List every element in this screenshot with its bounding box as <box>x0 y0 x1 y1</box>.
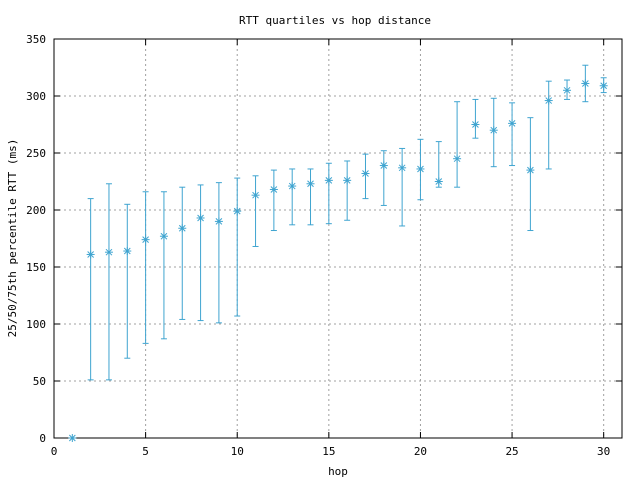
median-marker <box>361 169 370 178</box>
hop-20-errorbar-point <box>416 138 425 201</box>
hop-23-errorbar-point <box>471 98 480 139</box>
hop-1-errorbar-point <box>68 434 77 442</box>
hop-5-errorbar-point <box>141 191 150 344</box>
hop-12-errorbar-point <box>269 169 278 232</box>
chart-title: RTT quartiles vs hop distance <box>239 14 431 27</box>
y-tick-label: 250 <box>26 147 46 160</box>
hop-19-errorbar-point <box>398 147 407 227</box>
median-marker <box>269 185 278 194</box>
hop-17-errorbar-point <box>361 153 370 200</box>
median-marker <box>104 248 113 257</box>
median-marker <box>288 182 297 191</box>
x-tick-label: 0 <box>51 445 58 458</box>
y-axis-label: 25/50/75th percentile RTT (ms) <box>6 139 19 338</box>
median-marker <box>434 177 443 186</box>
hop-15-errorbar-point <box>324 162 333 225</box>
median-marker <box>233 207 242 216</box>
median-marker <box>526 166 535 175</box>
x-tick-label: 15 <box>322 445 335 458</box>
y-tick-label: 350 <box>26 33 46 46</box>
median-marker <box>324 176 333 185</box>
x-axis-label: hop <box>328 465 348 478</box>
axis-ticks: 0 50 100 150 200 250 300 350 0 5 10 15 20 25 30 <box>26 33 622 458</box>
hop-7-errorbar-point <box>178 186 187 320</box>
y-tick-label: 0 <box>39 432 46 445</box>
median-marker <box>563 86 572 95</box>
hop-30-errorbar-point <box>599 77 608 94</box>
median-marker <box>343 176 352 185</box>
median-marker <box>544 96 553 105</box>
hop-24-errorbar-point <box>489 97 498 168</box>
median-marker <box>214 217 223 226</box>
hop-11-errorbar-point <box>251 175 260 247</box>
hop-4-errorbar-point <box>123 203 132 359</box>
hop-29-errorbar-point <box>581 64 590 103</box>
hop-6-errorbar-point <box>159 191 168 340</box>
data-series <box>68 64 608 442</box>
hop-26-errorbar-point <box>526 117 535 232</box>
median-marker <box>416 164 425 173</box>
hop-22-errorbar-point <box>453 101 462 188</box>
x-tick-label: 20 <box>414 445 427 458</box>
y-tick-label: 150 <box>26 261 46 274</box>
hop-27-errorbar-point <box>544 80 553 170</box>
hop-9-errorbar-point <box>214 182 223 324</box>
median-marker <box>379 161 388 170</box>
x-tick-label: 5 <box>142 445 149 458</box>
median-marker <box>141 235 150 244</box>
hop-16-errorbar-point <box>343 160 352 221</box>
median-marker <box>471 120 480 129</box>
hop-13-errorbar-point <box>288 168 297 226</box>
grid <box>54 39 622 438</box>
median-marker <box>306 179 315 188</box>
median-marker <box>251 191 260 200</box>
x-tick-label: 30 <box>597 445 610 458</box>
median-marker <box>196 213 205 222</box>
hop-21-errorbar-point <box>434 141 443 188</box>
median-marker <box>68 434 77 442</box>
hop-18-errorbar-point <box>379 150 388 206</box>
x-tick-label: 25 <box>505 445 518 458</box>
hop-25-errorbar-point <box>508 102 517 167</box>
y-tick-label: 50 <box>33 375 46 388</box>
median-marker <box>178 224 187 233</box>
median-marker <box>489 126 498 135</box>
median-marker <box>599 81 608 90</box>
y-tick-label: 300 <box>26 90 46 103</box>
hop-8-errorbar-point <box>196 184 205 322</box>
median-marker <box>581 79 590 88</box>
hop-14-errorbar-point <box>306 168 315 226</box>
hop-28-errorbar-point <box>563 79 572 100</box>
y-tick-label: 100 <box>26 318 46 331</box>
plot-frame <box>53 38 623 439</box>
median-marker <box>508 119 517 128</box>
median-marker <box>123 247 132 256</box>
y-tick-label: 200 <box>26 204 46 217</box>
x-tick-label: 10 <box>231 445 244 458</box>
hop-3-errorbar-point <box>104 183 113 381</box>
median-marker <box>398 163 407 172</box>
hop-10-errorbar-point <box>233 177 242 317</box>
median-marker <box>453 154 462 163</box>
median-marker <box>86 250 95 259</box>
hop-2-errorbar-point <box>86 198 95 381</box>
median-marker <box>159 232 168 241</box>
